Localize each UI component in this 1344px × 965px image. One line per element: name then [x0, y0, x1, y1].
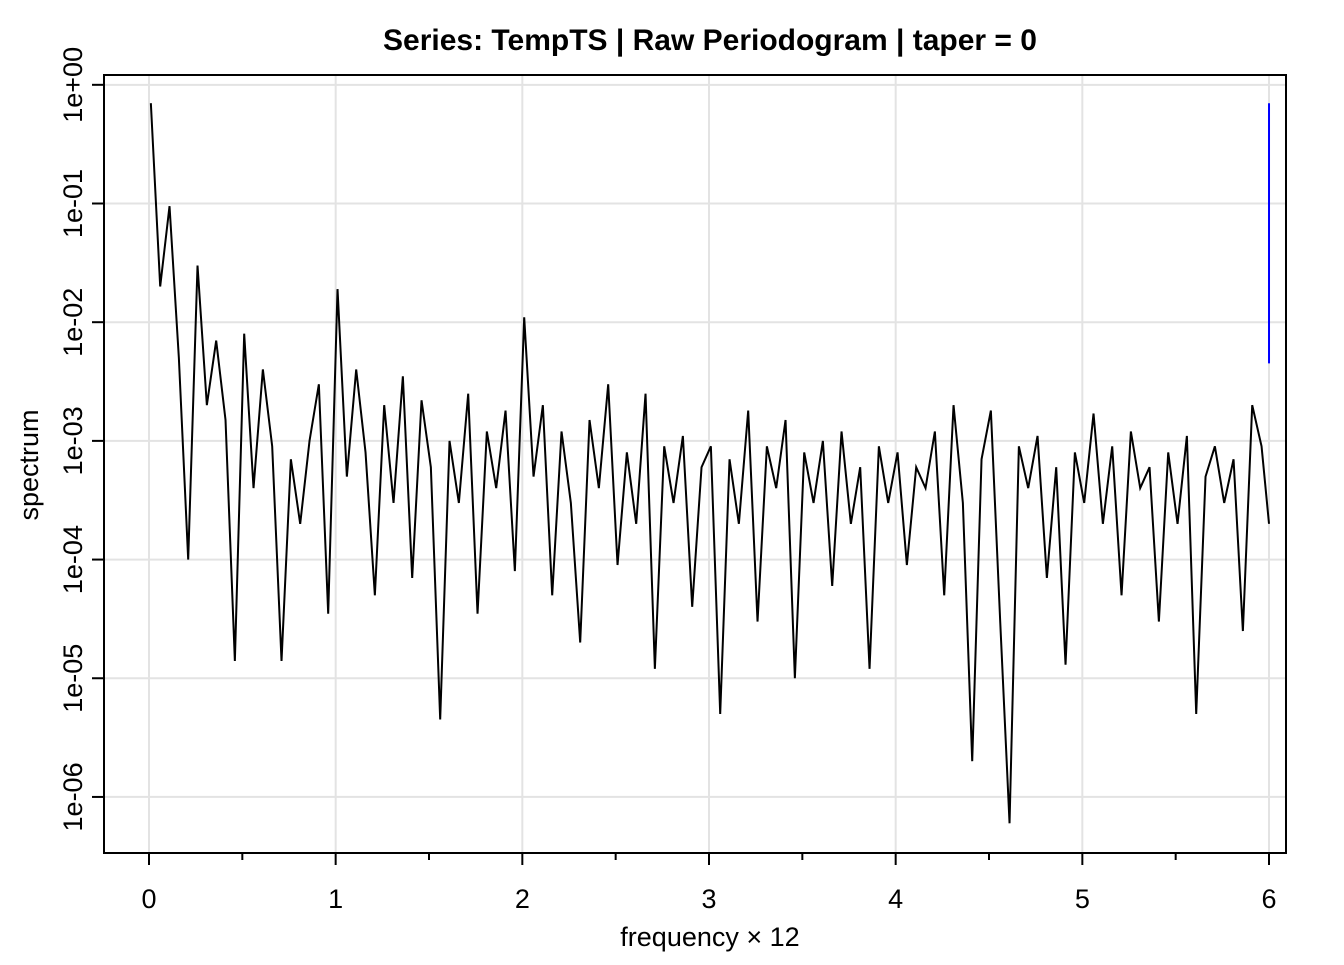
x-tick-label: 0	[141, 884, 156, 914]
x-axis-label: frequency × 12	[620, 922, 799, 952]
chart-title: Series: TempTS | Raw Periodogram | taper…	[383, 24, 1037, 57]
x-tick-label: 3	[701, 884, 716, 914]
y-tick-label: 1e-04	[58, 525, 88, 594]
plot-frame	[103, 74, 1287, 854]
y-tick-label: 1e-03	[58, 406, 88, 475]
x-tick-label: 1	[328, 884, 343, 914]
y-axis-label: spectrum	[14, 409, 44, 520]
y-tick-label: 1e-02	[58, 288, 88, 357]
x-tick-label: 5	[1075, 884, 1090, 914]
y-tick-label: 1e-01	[58, 169, 88, 238]
y-tick-label: 1e-05	[58, 644, 88, 713]
x-tick-label: 4	[888, 884, 903, 914]
x-tick-label: 2	[515, 884, 530, 914]
y-tick-label: 1e+00	[58, 47, 88, 123]
x-tick-label: 6	[1261, 884, 1276, 914]
y-tick-label: 1e-06	[58, 762, 88, 831]
spectrum-line	[149, 103, 1271, 824]
